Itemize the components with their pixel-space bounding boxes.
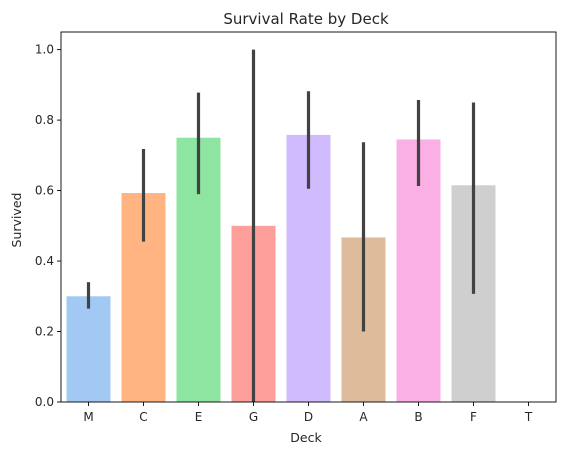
bar-M — [66, 296, 111, 402]
x-tick-label: M — [83, 410, 93, 424]
x-tick-label: D — [304, 410, 313, 424]
plot-area: 0.0 0.2 0.4 0.6 0.8 1.0 M C E G D A B F T — [35, 31, 557, 424]
y-tick-label: 1.0 — [35, 43, 54, 57]
y-axis-label: Survived — [9, 193, 24, 248]
x-tick-label: F — [470, 410, 477, 424]
x-tick-label: E — [195, 410, 203, 424]
y-tick-label: 0.2 — [35, 325, 54, 339]
x-tick-label: B — [414, 410, 422, 424]
x-axis-label: Deck — [290, 430, 322, 445]
x-tick-label: C — [139, 410, 147, 424]
x-tick-label: T — [524, 410, 533, 424]
x-tick-label: A — [359, 410, 368, 424]
y-tick-label: 0.0 — [35, 395, 54, 409]
y-tick-label: 0.8 — [35, 113, 54, 127]
y-tick-label: 0.6 — [35, 184, 54, 198]
x-tick-label: G — [249, 410, 258, 424]
y-tick-label: 0.4 — [35, 254, 54, 268]
chart-title: Survival Rate by Deck — [223, 10, 389, 28]
